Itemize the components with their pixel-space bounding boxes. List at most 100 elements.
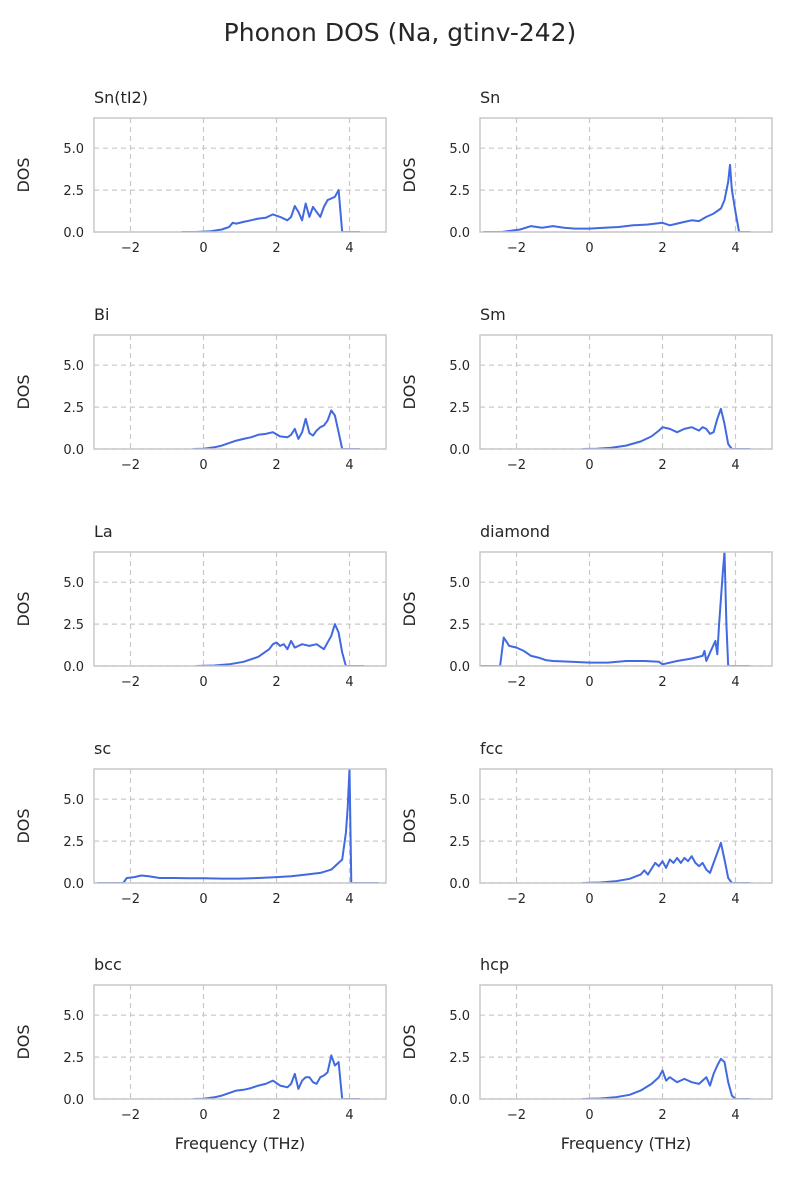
x-tick-label: 2 bbox=[658, 892, 666, 907]
y-tick-label: 5.0 bbox=[63, 142, 84, 157]
subplot-5: diamond DOS −2 0 2 4 0.0 2.5 5.0 bbox=[400, 522, 773, 690]
x-tick-label: 2 bbox=[272, 458, 280, 473]
dos-series-line bbox=[480, 552, 751, 666]
x-tick-label: 0 bbox=[199, 241, 207, 256]
y-tick-label: 0.0 bbox=[449, 877, 470, 892]
x-tick-label: 0 bbox=[199, 892, 207, 907]
x-tick-label: 0 bbox=[199, 1108, 207, 1123]
x-axis-label: Frequency (THz) bbox=[175, 1134, 305, 1153]
subplot-title: Sn bbox=[480, 88, 500, 107]
x-tick-label: 0 bbox=[199, 675, 207, 690]
y-tick-label: 2.5 bbox=[449, 835, 470, 850]
y-tick-label: 0.0 bbox=[449, 1093, 470, 1108]
subplot-title: Bi bbox=[94, 305, 109, 324]
y-tick-label: 2.5 bbox=[449, 1051, 470, 1066]
y-tick-label: 0.0 bbox=[449, 443, 470, 458]
x-tick-label: 4 bbox=[345, 458, 353, 473]
subplot-title: La bbox=[94, 522, 113, 541]
dos-series-line bbox=[181, 189, 361, 232]
y-axis-label: DOS bbox=[14, 157, 33, 192]
x-tick-label: 0 bbox=[585, 241, 593, 256]
x-tick-label: 4 bbox=[731, 892, 739, 907]
y-tick-label: 0.0 bbox=[63, 877, 84, 892]
y-axis-label: DOS bbox=[400, 591, 419, 626]
dos-series-line bbox=[97, 769, 379, 883]
x-tick-label: −2 bbox=[121, 1108, 140, 1123]
subplot-title: fcc bbox=[480, 739, 503, 758]
subplot-3: Sm DOS −2 0 2 4 0.0 2.5 5.0 bbox=[400, 305, 773, 473]
x-axis-label: Frequency (THz) bbox=[561, 1134, 691, 1153]
y-tick-label: 0.0 bbox=[449, 226, 470, 241]
subplot-6: sc DOS −2 0 2 4 0.0 2.5 5.0 bbox=[14, 739, 387, 907]
x-tick-label: −2 bbox=[121, 675, 140, 690]
x-tick-label: −2 bbox=[507, 892, 526, 907]
dos-series-line bbox=[196, 623, 365, 666]
y-tick-label: 2.5 bbox=[63, 401, 84, 416]
x-tick-label: 4 bbox=[731, 458, 739, 473]
y-tick-label: 2.5 bbox=[63, 1051, 84, 1066]
y-tick-label: 5.0 bbox=[449, 793, 470, 808]
y-tick-label: 2.5 bbox=[449, 401, 470, 416]
x-tick-label: 0 bbox=[585, 1108, 593, 1123]
y-tick-label: 5.0 bbox=[449, 359, 470, 374]
x-tick-label: 0 bbox=[585, 675, 593, 690]
y-tick-label: 5.0 bbox=[449, 576, 470, 591]
y-tick-label: 2.5 bbox=[449, 184, 470, 199]
subplot-1: Sn DOS −2 0 2 4 0.0 2.5 5.0 bbox=[400, 88, 773, 256]
subplot-9: hcp DOS −2 0 2 4 0.0 2.5 5.0 Frequency (THz) bbox=[400, 955, 773, 1153]
x-tick-label: 2 bbox=[658, 675, 666, 690]
x-tick-label: 4 bbox=[731, 241, 739, 256]
y-tick-label: 5.0 bbox=[449, 142, 470, 157]
figure-title: Phonon DOS (Na, gtinv-242) bbox=[223, 18, 577, 47]
x-tick-label: 0 bbox=[585, 892, 593, 907]
subplot-8: bcc DOS −2 0 2 4 0.0 2.5 5.0 Frequency (THz) bbox=[14, 955, 387, 1153]
x-tick-label: 2 bbox=[272, 241, 280, 256]
y-axis-label: DOS bbox=[400, 157, 419, 192]
axes-frame bbox=[479, 334, 773, 450]
x-tick-label: 0 bbox=[199, 458, 207, 473]
subplot-title: hcp bbox=[480, 955, 509, 974]
x-tick-label: 2 bbox=[272, 892, 280, 907]
axes-frame bbox=[93, 334, 387, 450]
y-tick-label: 2.5 bbox=[63, 835, 84, 850]
x-tick-label: −2 bbox=[121, 458, 140, 473]
subplot-title: Sn(tI2) bbox=[94, 88, 148, 107]
y-axis-label: DOS bbox=[14, 808, 33, 843]
x-tick-label: −2 bbox=[121, 241, 140, 256]
dos-series-line bbox=[582, 841, 751, 883]
y-tick-label: 5.0 bbox=[63, 793, 84, 808]
axes-frame bbox=[479, 984, 773, 1100]
x-tick-label: 4 bbox=[731, 675, 739, 690]
x-tick-label: 2 bbox=[658, 458, 666, 473]
subplot-2: Bi DOS −2 0 2 4 0.0 2.5 5.0 bbox=[14, 305, 387, 473]
x-tick-label: 4 bbox=[345, 1108, 353, 1123]
x-tick-label: −2 bbox=[507, 458, 526, 473]
y-tick-label: 0.0 bbox=[63, 1093, 84, 1108]
y-tick-label: 0.0 bbox=[63, 226, 84, 241]
x-tick-label: −2 bbox=[507, 1108, 526, 1123]
x-tick-label: 4 bbox=[345, 892, 353, 907]
subplot-0: Sn(tI2) DOS −2 0 2 4 0.0 2.5 5.0 bbox=[14, 88, 387, 256]
dos-series-line bbox=[192, 1054, 361, 1099]
axes-frame bbox=[479, 768, 773, 884]
y-tick-label: 5.0 bbox=[63, 576, 84, 591]
y-tick-label: 2.5 bbox=[449, 618, 470, 633]
subplot-title: Sm bbox=[480, 305, 506, 324]
y-axis-label: DOS bbox=[14, 374, 33, 409]
y-tick-label: 2.5 bbox=[63, 618, 84, 633]
y-axis-label: DOS bbox=[14, 1024, 33, 1059]
subplot-4: La DOS −2 0 2 4 0.0 2.5 5.0 bbox=[14, 522, 387, 690]
subplot-title: diamond bbox=[480, 522, 550, 541]
dos-series-line bbox=[192, 409, 361, 449]
dos-series-line bbox=[582, 407, 751, 449]
x-tick-label: 2 bbox=[272, 1108, 280, 1123]
y-axis-label: DOS bbox=[400, 374, 419, 409]
axes-frame bbox=[479, 551, 773, 667]
y-axis-label: DOS bbox=[14, 591, 33, 626]
y-tick-label: 0.0 bbox=[63, 660, 84, 675]
y-tick-label: 0.0 bbox=[63, 443, 84, 458]
axes-frame bbox=[93, 551, 387, 667]
x-tick-label: 4 bbox=[345, 241, 353, 256]
y-tick-label: 5.0 bbox=[63, 359, 84, 374]
